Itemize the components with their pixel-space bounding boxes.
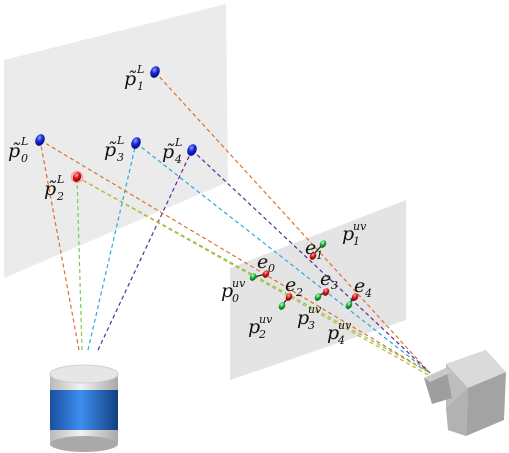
label-sub: 2	[56, 190, 64, 203]
lidar-points	[35, 66, 197, 184]
projected-point-e1	[309, 252, 317, 260]
lidar-ray-p4	[97, 149, 193, 351]
projected-point-e4	[351, 293, 359, 301]
label-sub: 4	[337, 334, 345, 347]
label-error-e2: e 2	[285, 274, 303, 299]
lidar-ray-p2	[76, 176, 83, 351]
label-sub: 1	[137, 80, 144, 93]
label-main: e	[305, 237, 316, 259]
label-sub: 4	[364, 287, 372, 300]
label-lidar-p1: p̃ L 1	[124, 63, 144, 93]
projected-point-e2	[285, 293, 293, 301]
label-lidar-p0: p̃ L 0	[8, 135, 28, 165]
label-error-e1: e 1	[305, 237, 323, 262]
label-sub: 3	[308, 319, 315, 332]
label-sub: 4	[174, 153, 182, 166]
detected-point-uv2	[278, 302, 286, 310]
label-sup: uv	[232, 277, 246, 290]
camera-ray-p4	[191, 149, 431, 374]
label-error-e3: e 3	[320, 268, 338, 292]
label-main: p̃	[104, 139, 117, 161]
label-sup: uv	[338, 319, 352, 332]
projected-point-e3	[322, 288, 330, 296]
label-sup: uv	[353, 220, 367, 233]
lidar-sensor-icon	[49, 364, 119, 452]
label-lidar-p3: p̃ L 3	[104, 134, 124, 164]
camera-ray-p0	[39, 139, 431, 374]
lidar-point-p3	[131, 137, 141, 149]
camera-rays	[39, 71, 431, 377]
detected-point-uv3	[314, 293, 322, 301]
image-points	[249, 240, 359, 310]
lidar-ray-p0	[39, 139, 80, 351]
lidar-point-p2-ring	[70, 170, 84, 184]
label-main: p	[297, 307, 309, 329]
label-image-p0: p uv 0	[221, 277, 246, 305]
label-error-e4: e 4	[354, 275, 372, 300]
label-sub: 1	[316, 249, 323, 262]
label-sub: 2	[295, 286, 303, 299]
label-main: p̃	[44, 178, 57, 200]
label-main: e	[354, 275, 365, 297]
image-plane	[230, 200, 406, 380]
projected-point-e0	[262, 270, 270, 278]
label-sub: 0	[232, 292, 239, 305]
label-lidar-p4: p̃ L 4	[162, 136, 182, 166]
label-main: p	[342, 223, 354, 245]
camera-ray-p3	[135, 142, 431, 374]
label-error-e0: e 0	[257, 251, 275, 275]
label-image-p2: p uv 2	[248, 313, 273, 341]
label-main: p	[327, 322, 339, 344]
label-sub: 1	[353, 235, 360, 248]
label-image-p3: p uv 3	[297, 303, 322, 332]
detected-point-uv0	[249, 273, 257, 281]
label-image-p1: p uv 1	[342, 220, 367, 248]
lidar-point-p1	[150, 66, 160, 78]
camera-ray-p2b	[76, 176, 431, 377]
lidar-rays	[39, 139, 193, 351]
label-sub: 0	[268, 262, 275, 275]
lidar-ray-p3	[87, 142, 137, 351]
label-main: p̃	[162, 141, 175, 163]
label-main: p̃	[8, 140, 21, 162]
label-main: p	[248, 316, 260, 338]
detected-point-uv4	[345, 301, 353, 309]
label-lidar-p2: p̃ L 2	[44, 173, 64, 203]
label-sup: L	[136, 63, 144, 76]
camera-icon	[424, 350, 506, 436]
lidar-target-plane	[4, 4, 228, 278]
label-sup: L	[174, 136, 182, 149]
label-sup: L	[20, 135, 28, 148]
label-sub: 3	[331, 279, 338, 292]
camera-ray-p1	[154, 71, 431, 374]
label-sub: 0	[21, 152, 28, 165]
label-main: e	[320, 268, 331, 290]
label-sup: uv	[259, 313, 273, 326]
label-image-p4: p uv 4	[327, 319, 352, 347]
lidar-point-p2	[72, 172, 82, 182]
label-main: e	[257, 251, 268, 273]
label-main: p	[221, 280, 233, 302]
detected-point-uv1	[319, 240, 327, 248]
label-sup: L	[116, 134, 124, 147]
label-sub: 3	[117, 151, 124, 164]
label-main: p̃	[124, 68, 137, 90]
label-sup: uv	[308, 303, 322, 316]
camera-ray-p2	[76, 176, 431, 374]
label-sup: L	[56, 173, 64, 186]
label-main: e	[285, 274, 296, 296]
label-sub: 2	[258, 328, 266, 341]
lidar-point-p0	[35, 134, 45, 146]
lidar-point-p4	[187, 144, 197, 156]
